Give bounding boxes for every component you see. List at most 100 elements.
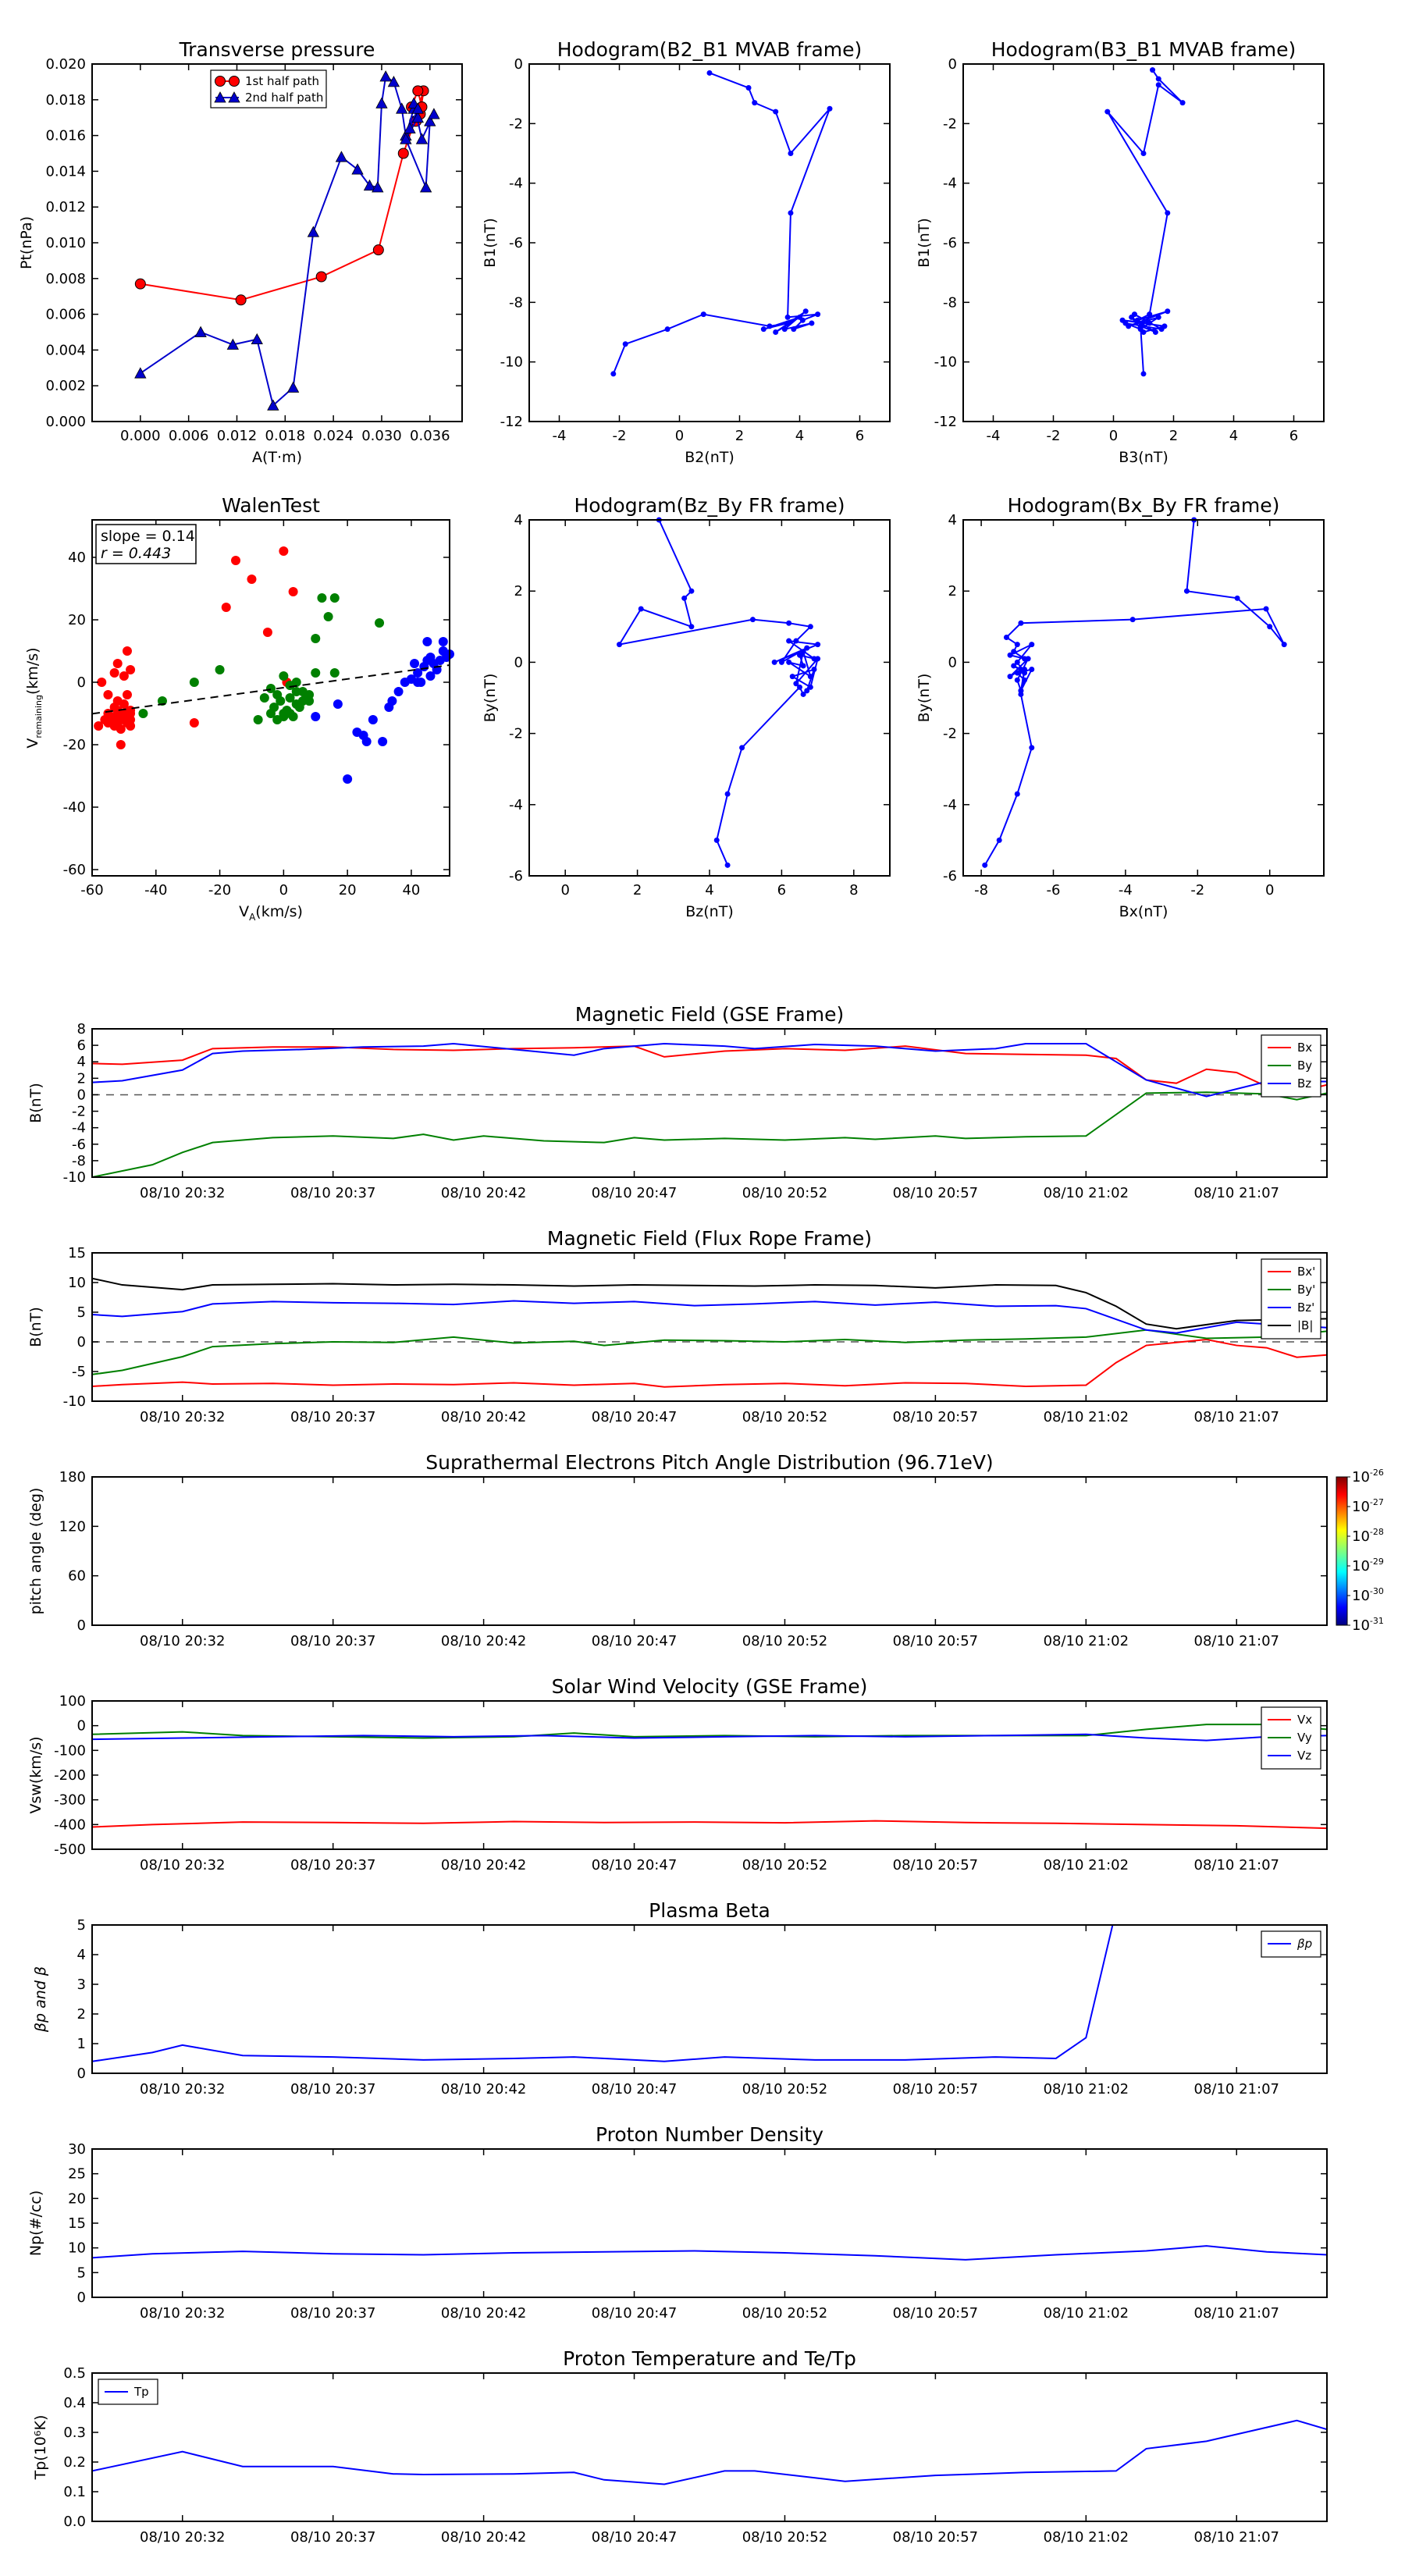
- data-point: [438, 637, 448, 646]
- y-tick-label: -6: [509, 235, 523, 251]
- y-tick-label: -10: [934, 354, 957, 371]
- data-point: [116, 740, 126, 749]
- data-point: [415, 133, 429, 144]
- x-tick-label: 08/10 20:57: [893, 2529, 978, 2546]
- chart-title: Transverse pressure: [179, 38, 375, 61]
- plot-frame: [91, 2372, 1328, 2522]
- x-tick-label: 08/10 20:37: [290, 1857, 375, 1873]
- x-tick-label: 08/10 20:32: [140, 2305, 225, 2322]
- data-point: [1104, 109, 1111, 115]
- chart-mag_fr: Magnetic Field (Flux Rope Frame) -10 -5 0 5 1…: [27, 1227, 1328, 1425]
- x-tick-label: 4: [795, 428, 804, 444]
- data-point: [269, 703, 279, 712]
- chart-pad: Suprathermal Electrons Pitch Angle Distr…: [27, 1451, 1384, 1649]
- x-tick-label: 0.030: [361, 428, 402, 444]
- series-group: [92, 1925, 1114, 2062]
- x-tick-label: -8: [974, 882, 988, 898]
- x-tick-label: 08/10 20:37: [290, 1409, 375, 1425]
- r-text: r = 0.443: [101, 545, 171, 562]
- data-point: [800, 649, 806, 655]
- x-tick-label: 08/10 20:57: [893, 1185, 978, 1201]
- data-point: [793, 638, 799, 644]
- y-axis-label: B1(nT): [916, 218, 933, 268]
- data-point: [400, 133, 412, 144]
- data-point: [788, 151, 794, 156]
- y-axis-label: By(nT): [482, 674, 499, 723]
- x-tick-label: 08/10 20:32: [140, 1185, 225, 1201]
- data-point: [1011, 649, 1017, 655]
- series-group: [92, 1724, 1327, 1830]
- chart-hodo4: Hodogram(Bx_By FR frame) -6 -4 -2 0 2 4 -8 -6 -4 -…: [916, 494, 1325, 920]
- data-point: [122, 690, 132, 699]
- y-tick-label: 5: [77, 2265, 86, 2281]
- data-point: [1014, 670, 1020, 676]
- data-point: [315, 271, 327, 283]
- y-tick-label: -20: [63, 737, 86, 753]
- data-point: [1147, 311, 1153, 318]
- y-tick-label: -100: [54, 1742, 86, 1759]
- y-tick-label: 0.5: [63, 2365, 86, 2382]
- y-tick-label: -4: [72, 1120, 86, 1137]
- y-tick-label: -60: [63, 862, 86, 878]
- y-tick-label: 15: [68, 1245, 86, 1261]
- data-point: [272, 690, 283, 699]
- data-point: [739, 745, 745, 751]
- y-axis-label: B1(nT): [482, 218, 499, 268]
- data-point: [138, 709, 148, 718]
- y-tick-label: -500: [54, 1841, 86, 1858]
- data-point: [361, 737, 372, 746]
- x-tick-label: 08/10 20:32: [140, 1857, 225, 1873]
- data-point: [827, 105, 833, 112]
- data-point: [749, 617, 756, 623]
- series-line: [92, 1329, 1327, 1375]
- legend-label: βp: [1297, 1937, 1312, 1951]
- data-point: [1263, 606, 1269, 612]
- data-point: [393, 687, 404, 696]
- y-tick-label: 6: [77, 1037, 86, 1054]
- y-tick-label: 40: [68, 550, 86, 566]
- legend-label: Vy: [1297, 1731, 1312, 1745]
- data-point: [411, 111, 424, 123]
- series-line: [92, 1045, 1327, 1094]
- x-tick-label: 08/10 20:32: [140, 1633, 225, 1649]
- data-point: [1022, 677, 1028, 683]
- series-line: [92, 2419, 1327, 2485]
- data-point: [1129, 314, 1135, 320]
- x-tick-label: 08/10 20:42: [441, 2529, 526, 2546]
- x-tick-label: -4: [1119, 882, 1133, 898]
- x-tick-label: -2: [1190, 882, 1204, 898]
- plot-area: [92, 1701, 1327, 1849]
- data-point: [419, 181, 432, 193]
- data-point: [262, 628, 272, 637]
- plot-area: [92, 1925, 1327, 2073]
- data-point: [351, 163, 364, 175]
- x-tick-label: 0.036: [410, 428, 450, 444]
- y-tick-label: -2: [72, 1104, 86, 1120]
- x-tick-label: 08/10 21:07: [1194, 1185, 1279, 1201]
- x-tick-label: 0.018: [265, 428, 306, 444]
- data-point: [235, 294, 247, 306]
- y-axis-label: Vsw(km/s): [27, 1736, 44, 1813]
- data-point: [797, 314, 802, 320]
- data-point: [251, 333, 263, 345]
- legend-label: Vz: [1297, 1749, 1311, 1763]
- data-point: [1007, 652, 1013, 658]
- x-tick-label: 08/10 20:37: [290, 2305, 375, 2322]
- x-tick-label: 0: [279, 882, 288, 898]
- x-tick-label: 08/10 21:02: [1044, 2081, 1129, 2097]
- data-point: [706, 69, 713, 76]
- x-tick-label: 08/10 20:47: [592, 2081, 677, 2097]
- y-tick-label: 2: [514, 583, 523, 600]
- legend-label: Vx: [1297, 1713, 1312, 1727]
- legend-label: Bz': [1297, 1300, 1314, 1315]
- x-tick-label: -4: [987, 428, 1001, 444]
- y-tick-label: 30: [68, 2141, 86, 2158]
- data-point: [116, 715, 126, 724]
- chart-tp_temp: Proton Temperature and Te/Tp 0.0 0.1 0.2 0.3…: [32, 2347, 1328, 2546]
- data-point: [343, 774, 353, 784]
- y-tick-label: -4: [943, 797, 957, 813]
- x-tick-label: 0.012: [217, 428, 258, 444]
- plot-area: [92, 1029, 1327, 1177]
- y-tick-label: 1: [77, 2036, 86, 2052]
